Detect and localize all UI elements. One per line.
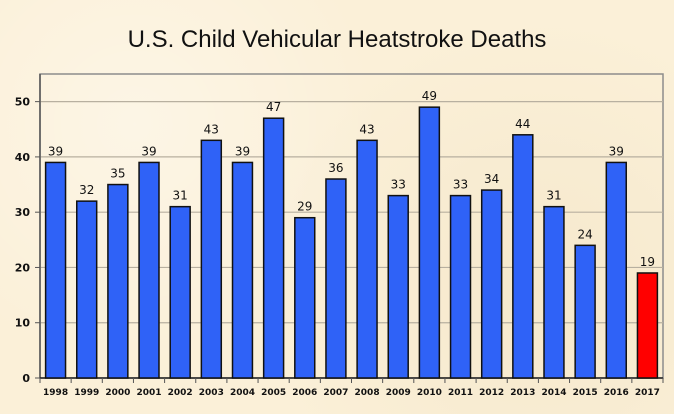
data-label-1999: 32 (79, 183, 94, 197)
data-label-2013: 44 (515, 117, 530, 131)
y-tick-label: 10 (15, 317, 31, 330)
x-tick-label: 2002 (168, 388, 193, 398)
x-tick-label: 2005 (261, 388, 286, 398)
bar-2013 (512, 134, 534, 379)
y-tick-label: 30 (15, 206, 31, 219)
data-label-1998: 39 (48, 144, 63, 158)
bar-1999 (76, 200, 98, 379)
data-label-2017: 19 (640, 255, 655, 269)
plot-area (39, 73, 664, 379)
x-tick-label: 2011 (448, 388, 473, 398)
data-label-2008: 43 (359, 122, 374, 136)
bar-2015 (574, 244, 596, 379)
bar-2002 (169, 205, 191, 379)
x-tick-label: 2016 (604, 388, 629, 398)
x-tick-label: 2010 (417, 388, 442, 398)
bar-2011 (449, 194, 472, 379)
bar-2007 (325, 178, 347, 379)
x-tick-label: 2003 (199, 388, 224, 398)
y-tick-label: 50 (15, 96, 31, 109)
bar-2000 (107, 183, 129, 379)
x-tick-label: 2013 (510, 388, 535, 398)
data-label-2002: 31 (173, 189, 188, 203)
bar-2003 (200, 139, 223, 379)
bar-2005 (262, 117, 285, 379)
data-label-2001: 39 (141, 144, 156, 158)
bar-2008 (356, 139, 378, 379)
data-label-2007: 36 (328, 161, 343, 175)
bar-2017 (636, 272, 659, 379)
data-label-2012: 34 (484, 172, 499, 186)
data-label-2016: 39 (609, 144, 624, 158)
data-label-2011: 33 (453, 178, 468, 192)
bar-2010 (418, 106, 441, 379)
x-tick-label: 2009 (386, 388, 411, 398)
chart-title: U.S. Child Vehicular Heatstroke Deaths (127, 26, 547, 53)
x-tick-label: 2012 (479, 388, 504, 398)
x-tick-label: 2007 (323, 388, 348, 398)
bar-2012 (480, 189, 503, 379)
x-tick-label: 2014 (541, 388, 566, 398)
data-label-2010: 49 (422, 89, 437, 103)
bar-2001 (138, 161, 160, 379)
y-tick-label: 40 (15, 151, 31, 164)
x-tick-label: 2017 (635, 388, 660, 398)
bar-2009 (387, 194, 409, 379)
data-label-2015: 24 (577, 227, 592, 241)
x-tick-label: 2000 (105, 388, 130, 398)
x-tick-label: 2006 (292, 388, 317, 398)
x-tick-label: 2004 (230, 388, 255, 398)
bar-2014 (543, 205, 565, 379)
bar-1998 (44, 161, 67, 379)
data-label-2004: 39 (235, 144, 250, 158)
bar-2006 (294, 216, 316, 379)
data-label-2006: 29 (297, 200, 312, 214)
data-label-2014: 31 (546, 189, 561, 203)
y-tick-label: 0 (22, 372, 30, 385)
x-tick-label: 1999 (74, 388, 99, 398)
x-tick-label: 2015 (573, 388, 598, 398)
data-label-2009: 33 (391, 178, 406, 192)
bar-2016 (605, 161, 627, 379)
x-tick-label: 2001 (136, 388, 161, 398)
x-tick-label: 2008 (355, 388, 380, 398)
bar-2004 (231, 161, 254, 379)
data-label-2003: 43 (204, 122, 219, 136)
data-label-2000: 35 (110, 167, 125, 181)
data-label-2005: 47 (266, 100, 281, 114)
x-tick-label: 1998 (43, 388, 68, 398)
y-tick-label: 20 (15, 261, 31, 274)
